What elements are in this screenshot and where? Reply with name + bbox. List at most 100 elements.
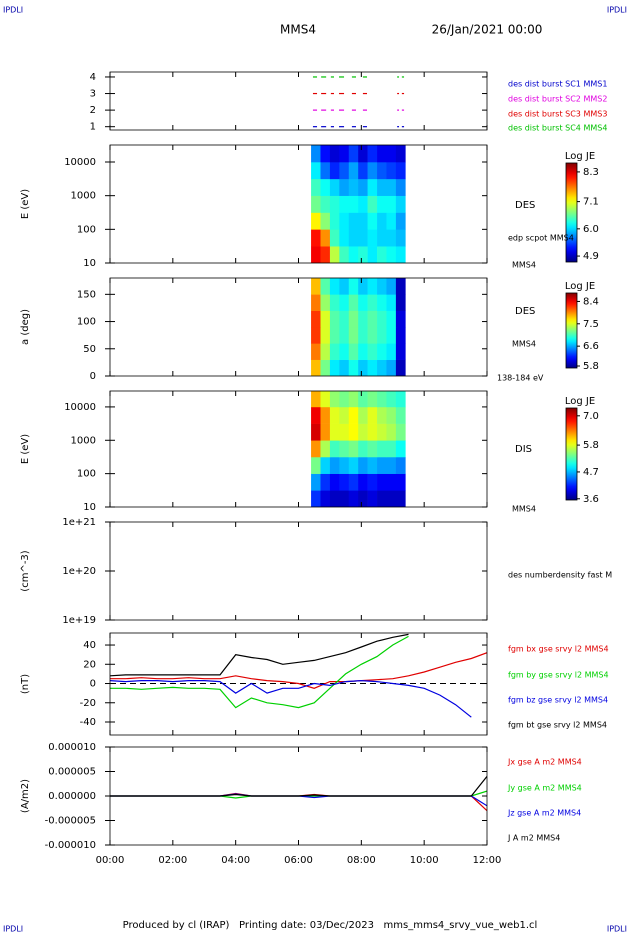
heatmap-cell xyxy=(386,246,397,263)
heatmap-cell xyxy=(311,278,321,295)
heatmap-cell xyxy=(377,406,387,424)
heatmap-cell xyxy=(386,359,397,376)
heatmap-cell xyxy=(320,423,331,441)
heatmap-cell xyxy=(358,195,368,213)
heatmap-cell xyxy=(339,162,350,180)
heatmap-cell xyxy=(386,423,397,441)
heatmap-cell xyxy=(367,327,378,344)
y-axis-label: (nT) xyxy=(20,674,31,694)
heatmap-cell xyxy=(348,343,359,360)
heatmap-cell xyxy=(358,162,368,180)
heatmap-cell xyxy=(320,490,331,507)
heatmap-cell xyxy=(329,229,340,247)
heatmap-cell xyxy=(367,178,378,196)
y-tick-label: -40 xyxy=(80,717,96,728)
heatmap-cell xyxy=(386,178,397,196)
heatmap-cell xyxy=(311,490,321,507)
legend-entry: fgm bz gse srvy l2 MMS4 xyxy=(508,696,608,705)
heatmap-cell xyxy=(377,359,387,376)
heatmap-cell xyxy=(395,391,406,408)
panel-frame xyxy=(109,390,488,508)
y-tick-label: 0.000010 xyxy=(48,742,96,753)
heatmap-cell xyxy=(386,145,397,163)
y-tick-label: 1000 xyxy=(71,191,96,202)
heatmap-cell xyxy=(348,310,359,328)
heatmap-cell xyxy=(395,473,406,491)
heatmap-cell xyxy=(320,145,331,163)
y-tick-label: 0.000005 xyxy=(48,767,96,778)
heatmap-cell xyxy=(395,278,406,295)
heatmap-cell xyxy=(311,440,321,458)
y-axis-label: (cm^-3) xyxy=(20,550,31,591)
y-tick-label: 50 xyxy=(83,344,96,355)
heatmap-cell xyxy=(348,212,359,230)
heatmap-cell xyxy=(339,246,350,263)
heatmap-cell xyxy=(358,278,368,295)
heatmap-cell xyxy=(348,440,359,458)
heatmap-cell xyxy=(329,473,340,491)
x-tick-label: 02:00 xyxy=(158,855,187,866)
panel-annotation: MMS4 xyxy=(512,340,536,349)
heatmap-cell xyxy=(339,310,350,328)
heatmap-cell xyxy=(367,359,378,376)
heatmap-cell xyxy=(377,212,387,230)
heatmap-cell xyxy=(311,229,321,247)
heatmap-cell xyxy=(320,294,331,311)
heatmap-cell xyxy=(367,391,378,408)
y-tick-label: 1e+21 xyxy=(62,517,96,528)
heatmap-cell xyxy=(339,473,350,491)
series-line xyxy=(110,776,487,797)
heatmap-cell xyxy=(320,391,331,408)
heatmap-cell xyxy=(367,246,378,263)
heatmap-cell xyxy=(329,456,340,474)
plot-area xyxy=(311,391,406,507)
legend-entry: Jz gse A m2 MMS4 xyxy=(507,809,581,818)
heatmap-cell xyxy=(329,195,340,213)
heatmap-cell xyxy=(386,229,397,247)
legend-entry: Jx gse A m2 MMS4 xyxy=(507,758,582,767)
heatmap-cell xyxy=(367,343,378,360)
heatmap-cell xyxy=(320,178,331,196)
panel-frame xyxy=(109,521,488,621)
heatmap-cell xyxy=(395,423,406,441)
heatmap-cell xyxy=(329,359,340,376)
series-line xyxy=(110,790,487,799)
colorbar-tick-label: 5.8 xyxy=(583,440,599,451)
heatmap-cell xyxy=(358,423,368,441)
corner-label: IPDLI xyxy=(607,925,627,934)
heatmap-cell xyxy=(386,327,397,344)
colorbar-tick-label: 3.6 xyxy=(583,494,599,505)
legend-entry: J A m2 MMS4 xyxy=(507,834,560,843)
y-tick-label: 20 xyxy=(83,659,96,670)
heatmap-cell xyxy=(320,212,331,230)
heatmap-cell xyxy=(311,178,321,196)
heatmap-cell xyxy=(339,327,350,344)
heatmap-cell xyxy=(339,391,350,408)
heatmap-cell xyxy=(320,406,331,424)
heatmap-cell xyxy=(395,327,406,344)
y-tick-label: 100 xyxy=(77,317,96,328)
heatmap-cell xyxy=(339,456,350,474)
colorbar-title: Log JE xyxy=(565,396,595,407)
colorbar-tick-label: 5.8 xyxy=(583,361,599,372)
heatmap-cell xyxy=(311,294,321,311)
date: 26/Jan/2021 00:00 xyxy=(432,23,543,37)
heatmap-cell xyxy=(348,278,359,295)
y-tick-label: -0.000010 xyxy=(45,840,96,851)
heatmap-cell xyxy=(311,473,321,491)
y-axis-label: (A/m2) xyxy=(20,779,31,813)
heatmap-cell xyxy=(329,145,340,163)
heatmap-cell xyxy=(367,490,378,507)
heatmap-cell xyxy=(320,343,331,360)
heatmap-cell xyxy=(358,246,368,263)
heatmap-cell xyxy=(329,423,340,441)
heatmap-cell xyxy=(339,195,350,213)
legend-entry: fgm bt gse srvy l2 MMS4 xyxy=(508,721,607,730)
plot-area xyxy=(110,633,487,718)
corner-label: IPDLI xyxy=(607,6,627,15)
heatmap-cell xyxy=(358,145,368,163)
panel-frame xyxy=(109,277,488,377)
heatmap-cell xyxy=(395,310,406,328)
x-tick-label: 06:00 xyxy=(284,855,313,866)
heatmap-cell xyxy=(395,145,406,163)
